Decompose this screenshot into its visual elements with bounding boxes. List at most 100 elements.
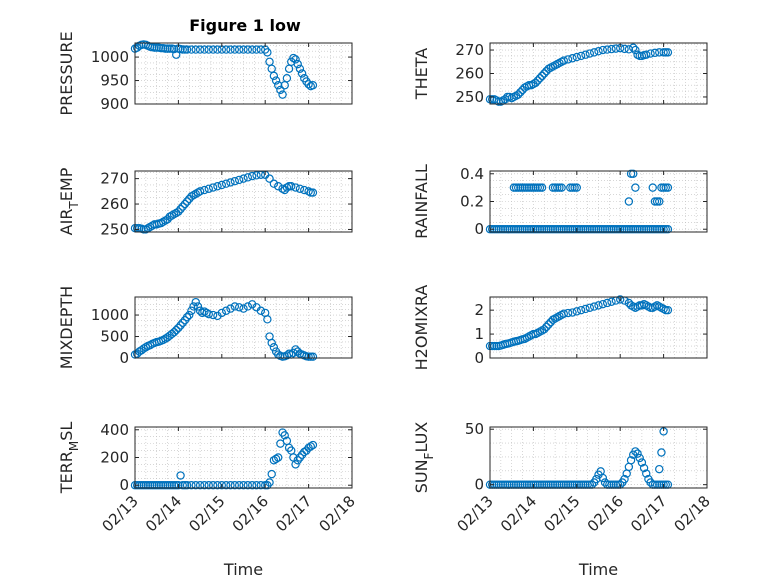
data-point [182,312,192,322]
data-point [622,225,631,234]
data-point [191,481,200,490]
data-point [498,225,508,234]
data-point [566,183,575,192]
data-point [304,352,313,361]
data-point [213,182,222,191]
data-point [204,309,213,319]
data-point [518,225,527,234]
y-axis-label: H2OMIXRA [412,285,431,371]
data-point [490,341,499,351]
y-tick-label: 50 [465,420,484,438]
y-axis-label: RAINFALL [412,164,431,239]
data-point [592,225,601,234]
data-point [605,225,614,234]
data-point [230,176,240,186]
data-point [642,50,651,59]
data-point [524,183,534,192]
y-axis-label: AIRTEMP [57,167,81,235]
data-point [537,71,547,81]
data-point [629,169,638,178]
data-point [204,184,213,193]
data-point [187,306,196,315]
data-point [600,225,610,234]
data-point [256,481,266,490]
y-axis-label-main: MIXDEPTH [57,286,76,369]
data-point [626,225,636,234]
y-tick-label: 0 [474,476,484,494]
data-point [141,481,151,490]
data-point [306,188,315,197]
data-point [661,48,670,57]
data-point [585,303,595,312]
data-point [620,474,629,484]
data-point [607,297,616,306]
data-point [176,204,185,214]
data-point [650,197,660,206]
y-tick-label: 270 [455,41,484,59]
data-point [239,304,248,313]
data-point [568,308,577,317]
axes-box [489,296,708,359]
data-point [271,76,281,85]
data-point [607,44,616,54]
data-point [659,183,668,192]
data-point [226,45,235,54]
data-point [191,297,200,307]
data-point [646,49,655,58]
data-point [531,183,540,192]
data-point [247,171,257,181]
data-point [500,225,510,234]
data-point [200,185,209,195]
data-point [514,225,523,234]
data-point [208,183,218,192]
data-point [213,45,222,54]
y-axis-label: PRESSURE [57,31,76,115]
data-point [234,481,244,490]
data-point [507,225,516,234]
y-tick-label: 200 [100,449,129,467]
data-point [559,56,568,65]
data-point [204,481,213,490]
data-point [581,225,590,234]
data-point [191,45,200,54]
data-point [655,197,664,206]
data-point [276,85,285,95]
y-tick-label: 400 [100,421,129,439]
data-point [182,197,192,206]
data-point [263,315,272,324]
data-point [163,481,172,490]
data-point [159,335,168,345]
data-point [226,178,235,187]
data-point [585,225,595,234]
data-point [496,225,506,234]
data-point [271,454,281,464]
data-point [267,338,276,348]
y-tick-label: 250 [455,88,484,106]
data-point [163,44,172,53]
data-point [618,225,627,234]
data-point [487,341,497,351]
axes-box [489,426,708,489]
data-point [234,303,244,312]
data-point [576,305,586,315]
data-point [548,225,558,234]
data-point [657,448,666,457]
y-tick-label: 950 [100,72,129,90]
data-point [589,225,599,234]
data-point [195,45,205,54]
data-point [531,78,540,88]
data-point [176,321,185,330]
data-point [598,45,608,55]
data-point [509,183,519,192]
data-point [527,183,536,192]
y-tick-label: 1000 [91,48,129,66]
data-point [635,225,644,234]
subplot-pressure: 900 950 1000 PRESSURE [57,31,353,116]
data-point [141,343,151,352]
data-point [553,183,562,192]
data-point [252,45,261,54]
data-point [174,207,183,216]
data-point [522,225,532,234]
data-point [297,69,307,78]
